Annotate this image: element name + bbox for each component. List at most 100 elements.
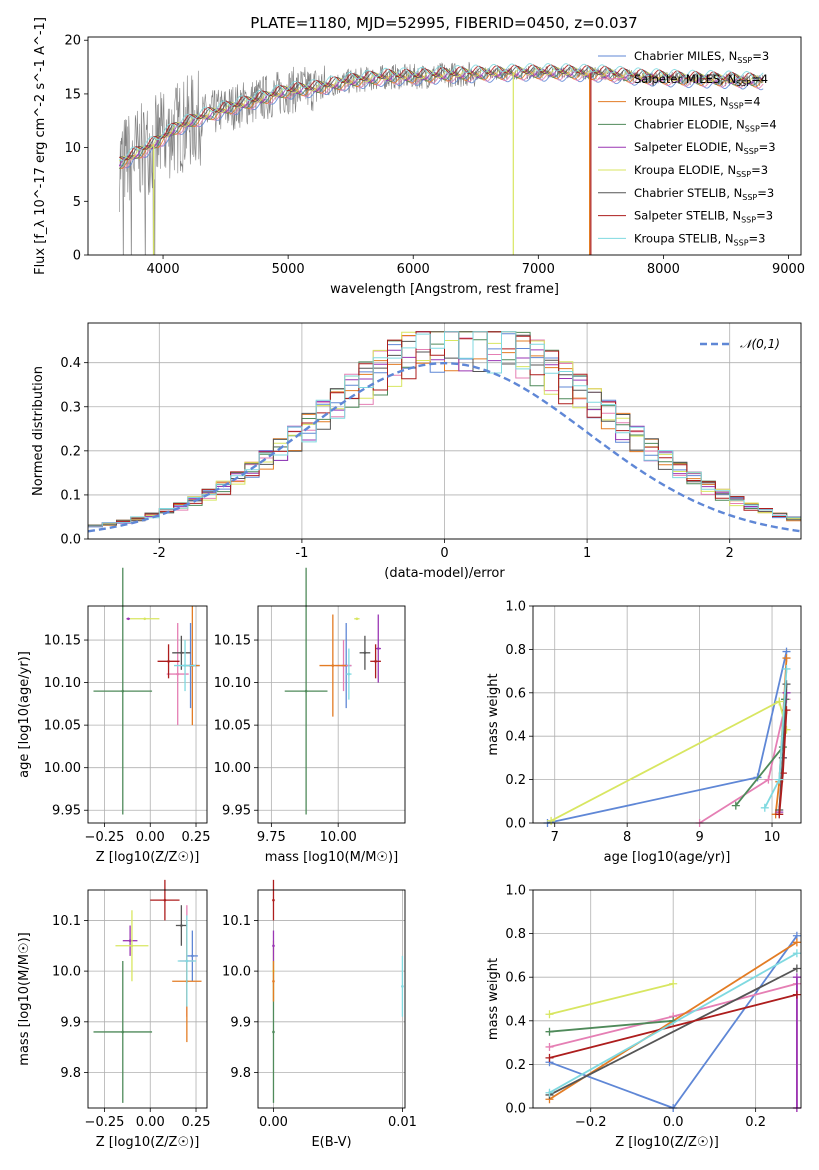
axes-frame: [257, 889, 406, 1109]
y-tick-label: 10.00: [214, 761, 251, 776]
data-point: [272, 944, 275, 948]
x-tick-label: 0.0: [663, 1115, 684, 1130]
weight-marker: [545, 1053, 554, 1062]
model-line-salpeter-stelib: [119, 64, 764, 161]
y-tick-label: 0.0: [505, 817, 526, 832]
legend-nssp-subscript: SSP: [736, 170, 751, 179]
y-tick-label: 0: [73, 249, 81, 264]
y-tick-label: 0.6: [505, 686, 526, 701]
legend-label: Kroupa ELODIE, NSSP=3: [634, 163, 768, 179]
errorbar-points: [93, 879, 202, 1103]
weight-marker: [545, 1027, 554, 1036]
x-tick-label: 6000: [397, 262, 430, 277]
legend-nssp-label: , N: [713, 95, 729, 109]
weight-line-chabrier-miles: [547, 651, 788, 824]
legend-nssp-subscript: SSP: [729, 102, 744, 111]
data-spectrum-line: [119, 61, 764, 255]
x-tick-label: 9000: [772, 262, 805, 277]
x-tick-label: 7000: [522, 262, 555, 277]
data-point: [185, 959, 189, 963]
legend-nssp-label: , N: [720, 163, 736, 177]
y-tick-label: 0.4: [505, 1014, 526, 1029]
x-axis-label: mass [log10(M/M☉)]: [265, 850, 398, 865]
y-tick-label: 10: [64, 141, 81, 156]
legend-label: Kroupa MILES, NSSP=4: [634, 95, 761, 111]
legend-nssp-label: , N: [721, 49, 737, 63]
legend-label: Chabrier MILES, NSSP=3: [634, 49, 769, 65]
data-point: [163, 898, 167, 902]
weight-marker: [782, 654, 791, 663]
y-tick-label: 10.1: [222, 914, 251, 929]
legend-equals: =: [744, 95, 754, 109]
x-tick-label: 0.2: [745, 1115, 766, 1130]
legend-label: Salpeter MILES, NSSP=4: [634, 72, 768, 88]
data-point: [126, 617, 130, 621]
weight-line-salpeter-stelib: [549, 993, 798, 1059]
panel-age-vs-mass: 9.75 10.00 9.95 10.00 10.05 10.10 10.15 mass [l…: [214, 567, 406, 865]
data-point: [180, 924, 183, 927]
legend-series-name: Chabrier MILES: [634, 49, 721, 63]
weight-marker: [731, 801, 740, 810]
legend-series-name: Salpeter ELODIE: [634, 140, 728, 154]
x-tick-label: 5000: [272, 262, 305, 277]
data-point: [183, 664, 187, 667]
weight-marker: [547, 816, 556, 825]
legend-nssp-subscript: SSP: [742, 193, 757, 202]
legend-nssp-subscript: SSP: [745, 124, 760, 133]
y-tick-label: 1.0: [505, 600, 526, 615]
x-tick-label: 2: [726, 546, 734, 561]
legend-series-name: Salpeter STELIB: [634, 209, 725, 223]
legend-nssp-label: , N: [728, 140, 744, 154]
y-tick-label: 10.0: [52, 965, 81, 980]
data-point: [331, 664, 335, 667]
legend-nssp-value: 3: [762, 49, 769, 63]
weight-marker: [545, 1010, 554, 1019]
axes-frame: [87, 322, 802, 540]
spectrum-lines: [118, 61, 764, 255]
x-axis-label: (data-model)/error: [384, 566, 505, 581]
x-tick-label: 10: [764, 830, 781, 845]
panel-weight-vs-Z: −0.2 0.0 0.2 0.0 0.2 0.4 0.6 0.8 1.0 Z [log10(Z/Z…: [486, 884, 802, 1150]
legend-nssp-value: 3: [768, 140, 775, 154]
y-tick-label: 1.0: [505, 884, 526, 899]
legend-nssp-subscript: SSP: [736, 79, 751, 88]
legend-nssp-label: , N: [729, 117, 745, 131]
y-tick-label: 0.0: [505, 1102, 526, 1117]
legend-equals: =: [751, 72, 761, 86]
gaussian-curve: [87, 361, 802, 533]
legend-label: Chabrier ELODIE, NSSP=4: [634, 117, 777, 133]
legend-equals: =: [756, 209, 766, 223]
legend-nssp-label: , N: [726, 186, 742, 200]
histogram-steps: [87, 331, 802, 533]
weight-marker: [782, 664, 791, 673]
weight-line-salpeter-miles: [699, 699, 788, 824]
weight-line-chabrier-elodie: [549, 1019, 674, 1033]
y-tick-label: 9.95: [52, 804, 81, 819]
y-tick-label: 10.15: [214, 634, 251, 649]
y-tick-label: 10.1: [52, 914, 81, 929]
data-point: [401, 985, 404, 988]
x-tick-label: 0.00: [136, 830, 165, 845]
legend-nssp-subscript: SSP: [737, 56, 752, 65]
legend-nssp-value: 4: [761, 72, 768, 86]
x-tick-label: 1: [583, 546, 591, 561]
data-point: [128, 939, 132, 942]
x-tick-label: 0.00: [259, 1115, 288, 1130]
data-point: [143, 617, 147, 621]
axes-frame: [532, 605, 802, 824]
legend-series-name: Chabrier ELODIE: [634, 117, 729, 131]
weight-marker: [760, 803, 769, 812]
axes-frame: [532, 889, 802, 1109]
legend-nssp-value: 3: [767, 186, 774, 200]
x-tick-label: 10.00: [320, 830, 357, 845]
model-line-kroupa-elodie: [118, 67, 764, 162]
legend-equals: =: [759, 140, 769, 154]
legend-series-name: Kroupa STELIB: [634, 231, 718, 245]
weight-marker: [792, 964, 801, 973]
legend-series-name: Kroupa MILES: [634, 95, 713, 109]
legend-series-name: Kroupa ELODIE: [634, 163, 720, 177]
y-tick-label: 9.9: [60, 1015, 81, 1030]
x-tick-label: −0.25: [85, 830, 125, 845]
y-tick-label: 15: [64, 87, 81, 102]
